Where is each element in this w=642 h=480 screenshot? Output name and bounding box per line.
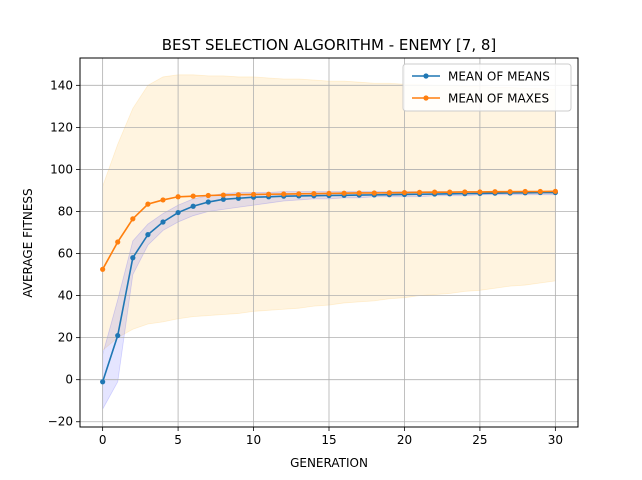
data-point xyxy=(492,189,498,195)
data-point xyxy=(160,219,166,225)
chart-title: BEST SELECTION ALGORITHM - ENEMY [7, 8] xyxy=(162,36,497,54)
data-point xyxy=(537,188,543,195)
plot-area: 0 5 10 15 20 25 30 −20 0 20 40 60 80 100 120 140 MEAN OF… xyxy=(48,57,579,447)
data-point xyxy=(220,196,226,202)
legend: MEAN OF MEANS MEAN OF MAXES xyxy=(402,63,572,112)
y-tick-label: −20 xyxy=(48,415,73,429)
data-point xyxy=(477,189,483,195)
data-point xyxy=(356,190,362,196)
y-tick-label: 60 xyxy=(58,247,73,261)
x-tick-label: 0 xyxy=(99,433,107,447)
x-tick-label: 20 xyxy=(397,433,412,447)
data-point xyxy=(205,192,211,199)
data-point xyxy=(145,232,151,238)
data-point xyxy=(100,379,106,385)
data-point xyxy=(386,190,392,196)
data-point xyxy=(100,266,106,272)
y-tick-label: 140 xyxy=(50,78,73,92)
data-point xyxy=(190,203,196,209)
data-point xyxy=(432,189,438,195)
data-point xyxy=(175,194,181,200)
data-point xyxy=(447,189,453,195)
data-point xyxy=(416,189,423,195)
y-tick-label: 120 xyxy=(50,120,73,134)
data-point xyxy=(190,193,196,199)
data-point xyxy=(311,191,317,197)
x-tick-label: 15 xyxy=(321,433,336,447)
data-point xyxy=(115,239,121,245)
x-axis-label: GENERATION xyxy=(290,456,368,470)
y-tick-label: 40 xyxy=(58,289,73,303)
data-point xyxy=(250,191,257,198)
x-tick-label: 5 xyxy=(174,433,182,447)
x-tick-label: 10 xyxy=(246,433,261,447)
data-point xyxy=(175,209,181,216)
data-point xyxy=(235,192,242,198)
data-point xyxy=(160,197,166,203)
legend-label: MEAN OF MAXES xyxy=(448,92,549,106)
data-point xyxy=(522,188,528,195)
data-point xyxy=(507,189,513,195)
data-point xyxy=(145,201,151,207)
data-point xyxy=(326,190,332,197)
data-point xyxy=(205,199,211,205)
legend-marker xyxy=(423,95,429,101)
legend-label: MEAN OF MEANS xyxy=(448,70,550,84)
data-point xyxy=(130,216,136,222)
legend-marker xyxy=(423,73,429,79)
data-point xyxy=(341,190,347,196)
data-point xyxy=(235,195,242,201)
data-point xyxy=(130,255,136,261)
data-point xyxy=(462,189,468,195)
x-tick-label: 25 xyxy=(472,433,487,447)
legend-box xyxy=(402,63,572,112)
data-point xyxy=(552,188,558,194)
x-tick-label: 30 xyxy=(548,433,563,447)
data-point xyxy=(401,189,408,196)
y-tick-label: 100 xyxy=(50,162,73,176)
data-point xyxy=(281,191,287,197)
data-point xyxy=(371,190,377,196)
y-tick-label: 0 xyxy=(65,373,73,387)
data-point xyxy=(220,192,226,198)
data-point xyxy=(296,191,302,197)
data-point xyxy=(266,191,272,197)
y-axis-label: AVERAGE FITNESS xyxy=(21,188,35,297)
data-point xyxy=(115,332,121,339)
y-tick-label: 80 xyxy=(58,204,73,218)
y-tick-label: 20 xyxy=(58,331,73,345)
